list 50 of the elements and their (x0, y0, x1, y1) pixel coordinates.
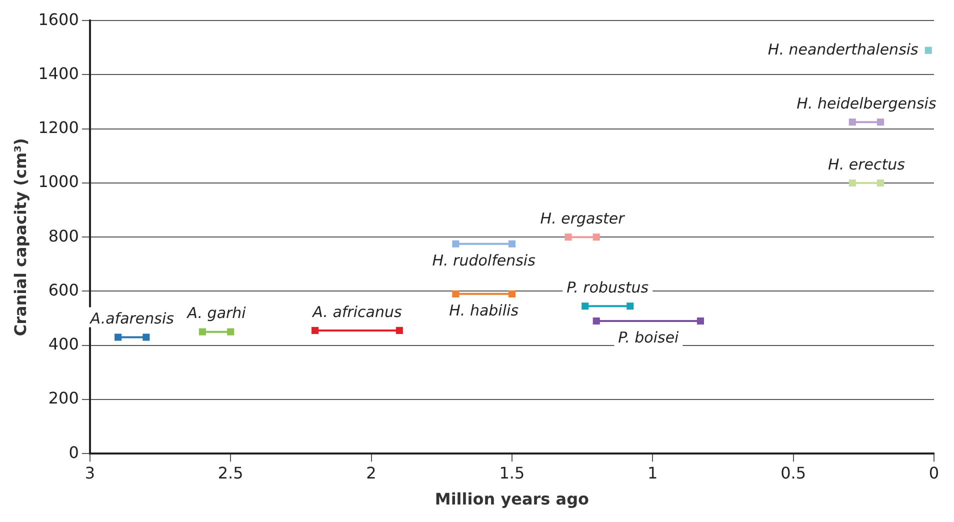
point (508, 240, 516, 248)
x-tick-label: 1.5 (499, 463, 525, 482)
series-label: P. boisei (618, 328, 680, 346)
x-tick-label: 2.5 (218, 463, 244, 482)
x-tick-label: 3 (84, 463, 96, 482)
y-tick-label: 600 (48, 280, 79, 300)
point (582, 302, 589, 310)
series-label: A.afarensis (89, 310, 174, 328)
y-tick-label: 0 (68, 442, 79, 462)
point (696, 317, 704, 325)
point (592, 234, 600, 241)
y-axis-title: Cranial capacity (cm³) (10, 138, 30, 336)
point (592, 317, 600, 325)
point (877, 179, 884, 187)
series-label: H. heidelbergensis (796, 94, 936, 112)
x-tick-label: 0 (928, 463, 940, 482)
series-label: H. erectus (828, 155, 906, 174)
point (227, 328, 234, 336)
y-tick-label: 200 (48, 388, 79, 408)
point (396, 326, 403, 334)
y-tick-label: 1400 (38, 64, 79, 83)
point (564, 234, 572, 241)
x-tick-label: 2 (366, 463, 376, 482)
y-tick-label: 1200 (38, 118, 79, 138)
x-axis-title: Million years ago (434, 490, 590, 509)
point (508, 290, 516, 298)
point (452, 290, 460, 298)
y-tick-label: 1000 (38, 172, 79, 192)
series-label: A. africanus (312, 302, 402, 321)
series-label: H. neanderthalensis (768, 40, 919, 58)
y-tick-label: 400 (48, 334, 79, 354)
point (114, 334, 122, 341)
point (848, 118, 856, 126)
series-label: H. ergaster (540, 209, 626, 228)
series-label: A. garhi (186, 304, 247, 322)
point (848, 179, 856, 187)
y-tick-label: 1600 (38, 10, 79, 29)
point (877, 118, 884, 126)
x-tick-label: 1 (648, 463, 658, 482)
point (452, 240, 460, 248)
series-label: P. robustus (566, 278, 649, 296)
y-tick-label: 800 (48, 226, 79, 246)
point (626, 302, 634, 310)
point (142, 334, 150, 341)
point (198, 328, 206, 336)
series-label: H. rudolfensis (432, 251, 536, 270)
series-label: H. habilis (449, 301, 519, 320)
point (924, 46, 932, 54)
point (311, 326, 319, 334)
x-tick-label: 0.5 (780, 463, 806, 482)
